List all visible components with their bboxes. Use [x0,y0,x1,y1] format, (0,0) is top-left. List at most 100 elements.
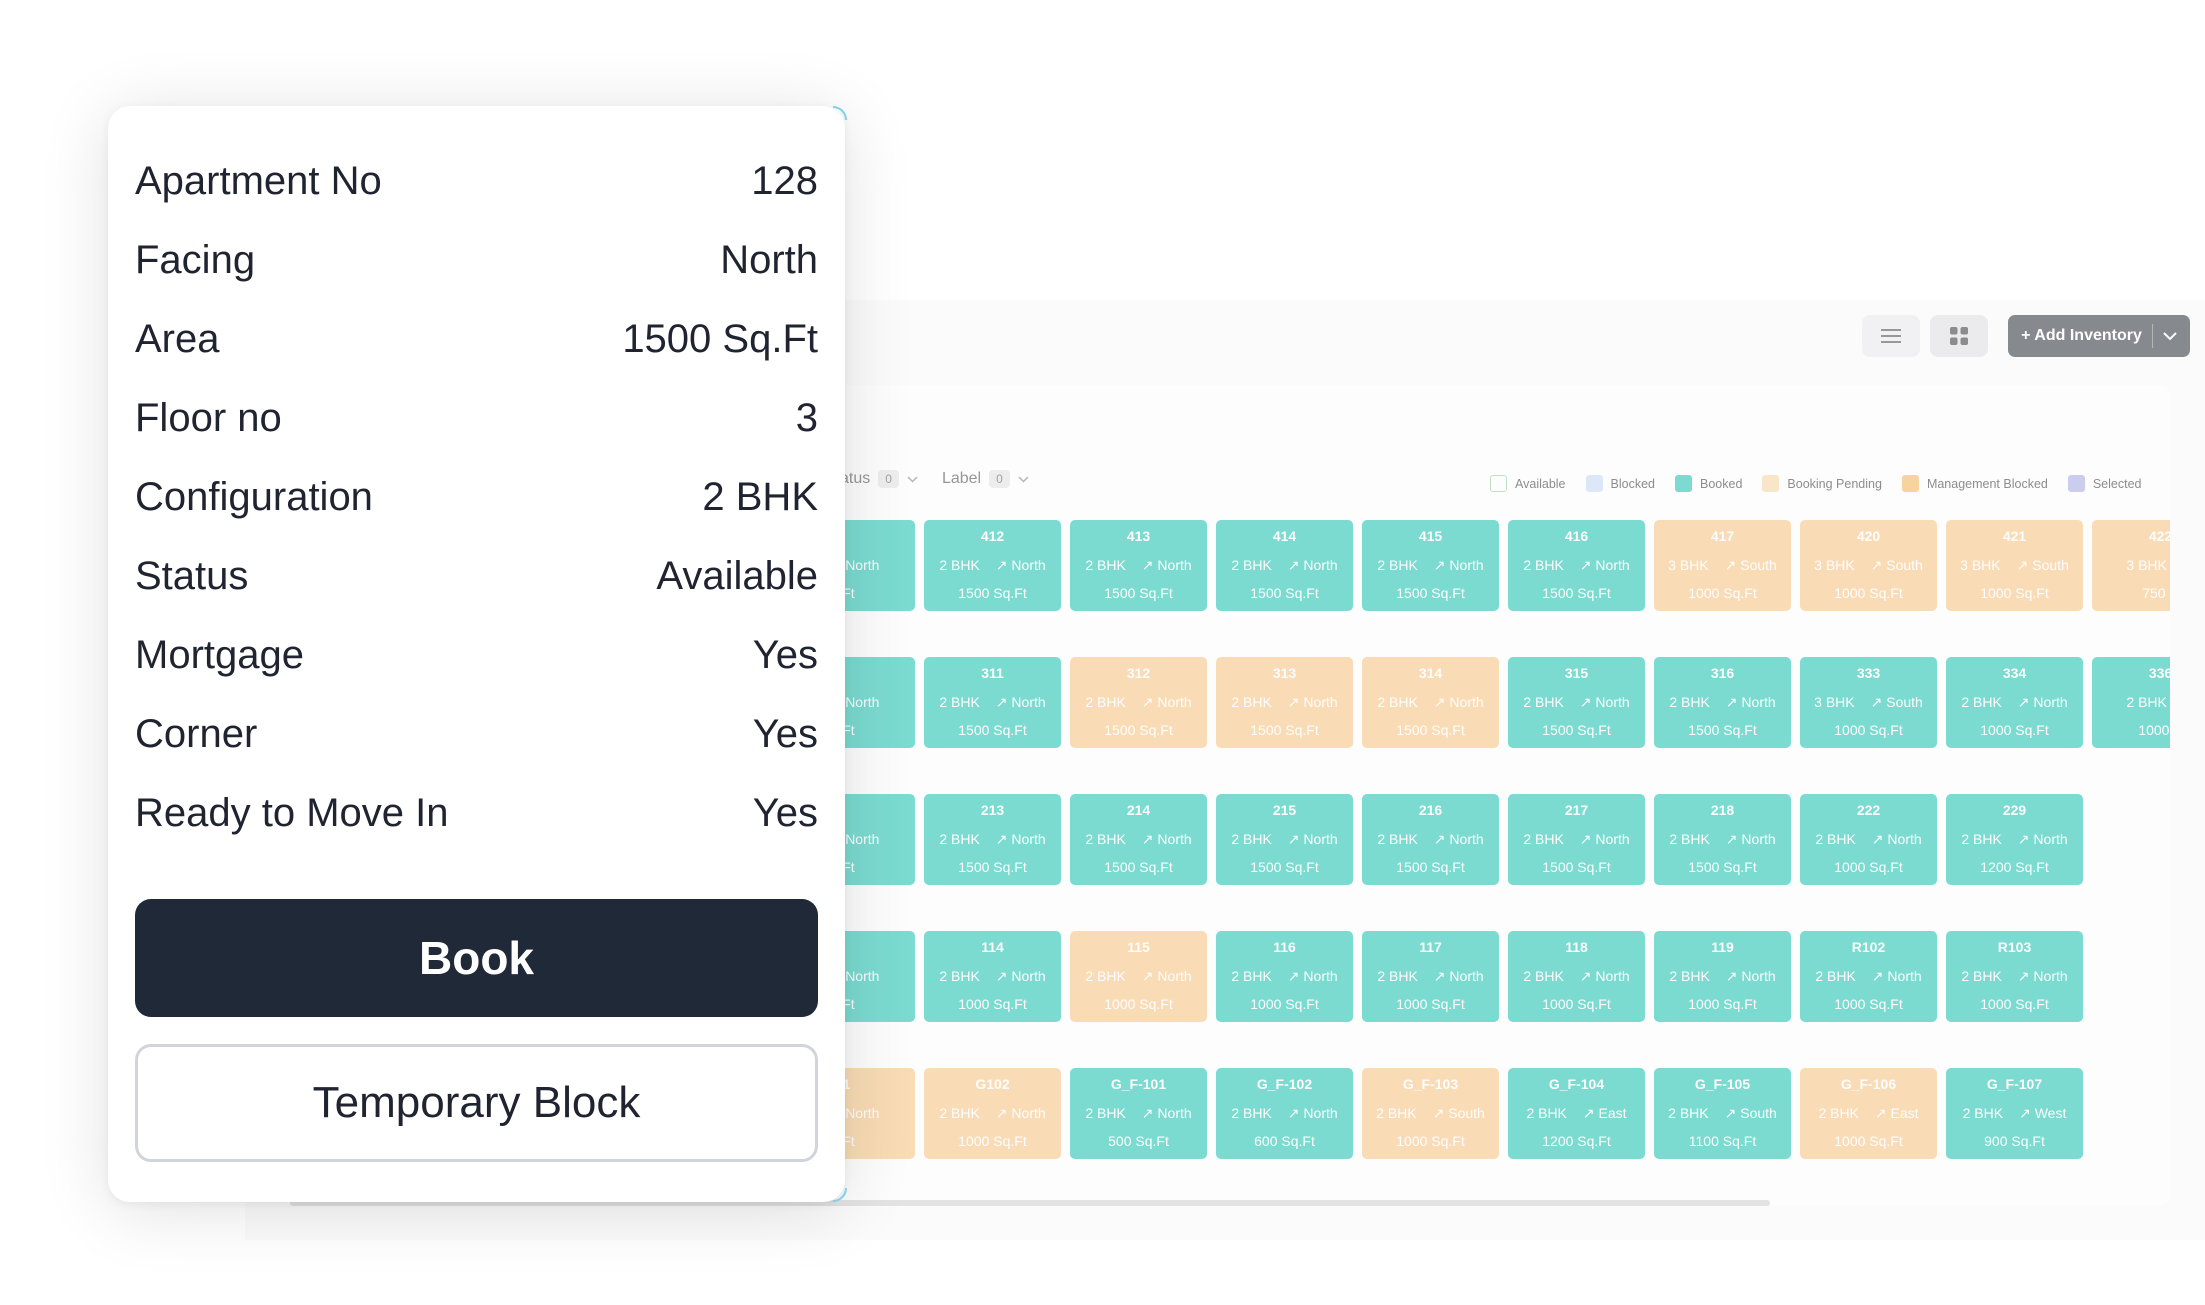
unit-facing: ↗ South [1871,557,1923,574]
unit-tile[interactable]: R103 2 BHK ↗ North 1000 Sq.Ft [1946,931,2083,1022]
unit-tile[interactable]: 218 2 BHK ↗ North 1500 Sq.Ft [1654,794,1791,885]
unit-meta: 2 BHK ↗ North [924,1105,1061,1122]
unit-facing-label: North [1887,968,1922,984]
unit-area: 1500 Sq.Ft [1688,859,1757,875]
unit-tile[interactable]: 414 2 BHK ↗ North 1500 Sq.Ft [1216,520,1353,611]
chevron-down-icon [907,475,918,483]
unit-area: 1000 Sq.Ft [1980,585,2049,601]
unit-tile[interactable]: G_F-107 2 BHK ↗ West 900 Sq.Ft [1946,1068,2083,1159]
unit-meta: 2 BHK ↗ North [1216,1105,1353,1122]
unit-tile[interactable]: ↗ North .Ft [840,657,915,748]
unit-facing-label: North [1449,694,1484,710]
status-filter-label: atus [840,470,871,487]
unit-tile[interactable]: ↗ North .Ft [840,931,915,1022]
unit-facing: ↗ North [1288,694,1338,711]
unit-tile[interactable]: ↗ North .Ft [840,520,915,611]
unit-tile[interactable]: 314 2 BHK ↗ North 1500 Sq.Ft [1362,657,1499,748]
unit-facing-label: North [1011,968,1046,984]
unit-facing: ↗ North [1434,557,1484,574]
unit-tile[interactable]: 222 2 BHK ↗ North 1000 Sq.Ft [1800,794,1937,885]
unit-tile[interactable]: 312 2 BHK ↗ North 1500 Sq.Ft [1070,657,1207,748]
unit-area: 1000 Sq.Ft [1834,859,1903,875]
unit-tile[interactable]: 415 2 BHK ↗ North 1500 Sq.Ft [1362,520,1499,611]
unit-tile[interactable]: 229 2 BHK ↗ North 1200 Sq.Ft [1946,794,2083,885]
unit-tile[interactable]: ↗ North .Ft [840,794,915,885]
unit-tile[interactable]: 114 2 BHK ↗ North 1000 Sq.Ft [924,931,1061,1022]
unit-tile[interactable]: 115 2 BHK ↗ North 1000 Sq.Ft [1070,931,1207,1022]
unit-tile[interactable]: 217 2 BHK ↗ North 1500 Sq.Ft [1508,794,1645,885]
unit-number: 314 [1418,665,1443,681]
unit-meta: 2 BHK ↗ North [1216,968,1353,985]
unit-facing: ↗ East [1875,1105,1919,1122]
unit-tile[interactable]: 214 2 BHK ↗ North 1500 Sq.Ft [1070,794,1207,885]
unit-tile[interactable]: 213 2 BHK ↗ North 1500 Sq.Ft [924,794,1061,885]
unit-tile[interactable]: 313 2 BHK ↗ North 1500 Sq.Ft [1216,657,1353,748]
unit-facing-label: North [1303,1105,1338,1121]
horizontal-scrollbar[interactable] [290,1200,1770,1206]
list-view-button[interactable] [1862,315,1920,357]
detail-row: Corner Yes [135,695,818,774]
unit-tile[interactable]: 116 2 BHK ↗ North 1000 Sq.Ft [1216,931,1353,1022]
unit-tile[interactable]: 117 2 BHK ↗ North 1000 Sq.Ft [1362,931,1499,1022]
unit-area: 1200 Sq.Ft [1542,1133,1611,1149]
unit-configuration: 2 BHK [1815,831,1856,847]
unit-tile[interactable]: 416 2 BHK ↗ North 1500 Sq.Ft [1508,520,1645,611]
unit-tile[interactable]: 216 2 BHK ↗ North 1500 Sq.Ft [1362,794,1499,885]
label-filter[interactable]: Label 0 [942,470,1029,488]
unit-tile[interactable]: G_F-104 2 BHK ↗ East 1200 Sq.Ft [1508,1068,1645,1159]
unit-configuration: 2 BHK [939,1105,980,1121]
unit-tile[interactable]: 334 2 BHK ↗ North 1000 Sq.Ft [1946,657,2083,748]
unit-area: 1500 Sq.Ft [1688,722,1757,738]
unit-tile[interactable]: 421 3 BHK ↗ South 1000 Sq.Ft [1946,520,2083,611]
unit-tile[interactable]: G_F-103 2 BHK ↗ South 1000 Sq.Ft [1362,1068,1499,1159]
unit-tile[interactable]: 118 2 BHK ↗ North 1000 Sq.Ft [1508,931,1645,1022]
unit-area: 1500 Sq.Ft [1250,859,1319,875]
status-filter[interactable]: atus 0 [840,470,918,488]
unit-tile[interactable]: G_F-101 2 BHK ↗ North 500 Sq.Ft [1070,1068,1207,1159]
unit-meta: 2 BHK ↗ North [924,557,1061,574]
unit-tile[interactable]: 333 3 BHK ↗ South 1000 Sq.Ft [1800,657,1937,748]
book-button[interactable]: Book [135,899,818,1017]
unit-tile[interactable]: 315 2 BHK ↗ North 1500 Sq.Ft [1508,657,1645,748]
unit-facing-label: North [845,694,880,710]
unit-tile[interactable]: G102 2 BHK ↗ North 1000 Sq.Ft [924,1068,1061,1159]
unit-number: 218 [1710,802,1735,818]
scrollbar-thumb[interactable] [290,1200,1770,1206]
unit-facing-label: North [1157,557,1192,573]
unit-tile[interactable]: 336 2 BHK↗ 1000 S [2092,657,2170,748]
unit-tile[interactable]: 119 2 BHK ↗ North 1000 Sq.Ft [1654,931,1791,1022]
direction-arrow-icon: ↗ [1141,557,1158,573]
add-inventory-button[interactable]: + Add Inventory [2008,315,2190,357]
unit-tile[interactable]: 316 2 BHK ↗ North 1500 Sq.Ft [1654,657,1791,748]
unit-facing: ↗ North [996,694,1046,711]
unit-configuration: 2 BHK [1668,1105,1709,1121]
unit-configuration: 3 BHK [1814,557,1855,573]
unit-configuration: 2 BHK [1231,557,1272,573]
unit-area: .Ft [840,722,855,738]
direction-arrow-icon: ↗ [1724,557,1741,573]
unit-tile[interactable]: 311 2 BHK ↗ North 1500 Sq.Ft [924,657,1061,748]
unit-tile[interactable]: 417 3 BHK ↗ South 1000 Sq.Ft [1654,520,1791,611]
unit-tile[interactable]: R102 2 BHK ↗ North 1000 Sq.Ft [1800,931,1937,1022]
unit-tile[interactable]: G_F-102 2 BHK ↗ North 600 Sq.Ft [1216,1068,1353,1159]
unit-tile[interactable]: 420 3 BHK ↗ South 1000 Sq.Ft [1800,520,1937,611]
unit-meta: 3 BHK ↗ South [1654,557,1791,574]
unit-configuration: 3 BHK [1814,694,1855,710]
unit-tile[interactable]: 215 2 BHK ↗ North 1500 Sq.Ft [1216,794,1353,885]
unit-tile[interactable]: 412 2 BHK ↗ North 1500 Sq.Ft [924,520,1061,611]
unit-number: 415 [1418,528,1443,544]
unit-tile[interactable]: 422 3 BHK↗ 750 S [2092,520,2170,611]
unit-area: 1100 Sq.Ft [1688,1133,1757,1149]
unit-meta: 2 BHK ↗ North [1508,694,1645,711]
unit-area: 1500 Sq.Ft [1104,585,1173,601]
unit-tile[interactable]: G_F-106 2 BHK ↗ East 1000 Sq.Ft [1800,1068,1937,1159]
direction-arrow-icon: ↗ [1287,694,1304,710]
unit-tile[interactable]: G_F-105 2 BHK ↗ South 1100 Sq.Ft [1654,1068,1791,1159]
unit-tile[interactable]: 413 2 BHK ↗ North 1500 Sq.Ft [1070,520,1207,611]
unit-meta: 2 BHK ↗ West [1946,1105,2083,1122]
label-filter-label: Label [941,470,982,487]
view-toggle [1862,313,1988,359]
grid-view-button[interactable] [1930,315,1988,357]
unit-tile[interactable]: 1 ↗ North .Ft [840,1068,915,1159]
temporary-block-button[interactable]: Temporary Block [135,1044,818,1162]
